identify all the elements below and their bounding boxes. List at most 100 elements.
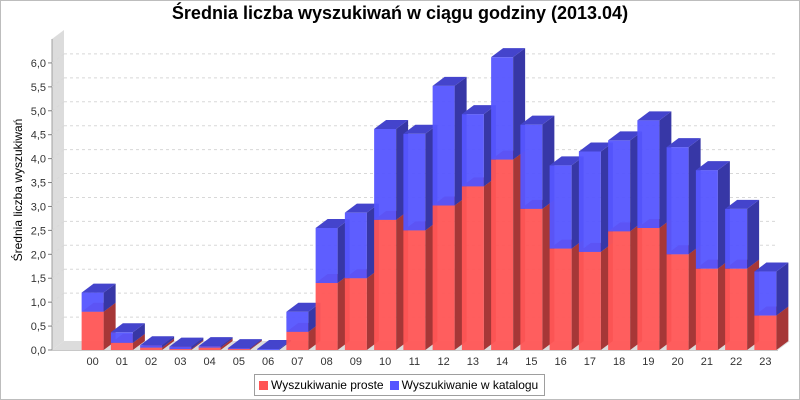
bar-front bbox=[578, 151, 601, 252]
x-tick-label-14: 14 bbox=[496, 356, 508, 368]
bar-top bbox=[432, 76, 467, 86]
bar-top bbox=[286, 302, 321, 312]
bar-18-catalog-search bbox=[608, 131, 643, 232]
bar-04-catalog-search bbox=[198, 337, 233, 348]
bar-side bbox=[162, 338, 175, 350]
y-tick-label: 0,5 bbox=[31, 321, 46, 333]
bar-top bbox=[110, 323, 145, 333]
bar-05-catalog-search bbox=[227, 339, 262, 350]
bar-front bbox=[666, 147, 689, 255]
gridline-side bbox=[51, 173, 65, 183]
bar-front bbox=[140, 347, 163, 350]
bar-19-simple-search bbox=[637, 218, 672, 350]
gridline-side bbox=[51, 220, 65, 231]
bars bbox=[81, 48, 789, 350]
bar-front bbox=[257, 349, 280, 350]
bar-front bbox=[578, 251, 601, 350]
bar-15-catalog-search bbox=[520, 115, 555, 209]
x-tick-label-10: 10 bbox=[379, 356, 391, 368]
bar-13-simple-search bbox=[461, 177, 496, 350]
x-tick-label-04: 04 bbox=[204, 356, 216, 368]
bar-side bbox=[191, 340, 204, 350]
x-tick-label-13: 13 bbox=[467, 356, 479, 368]
bar-top bbox=[725, 199, 760, 209]
bar-front bbox=[725, 268, 748, 350]
bar-front bbox=[374, 219, 397, 350]
bar-front bbox=[695, 268, 718, 350]
bar-20-catalog-search bbox=[666, 138, 701, 255]
bar-side bbox=[103, 283, 116, 312]
bar-front bbox=[140, 345, 163, 348]
bar-top bbox=[666, 138, 701, 148]
bar-17-catalog-search bbox=[578, 142, 613, 252]
bar-front bbox=[637, 120, 660, 228]
bar-front bbox=[198, 347, 221, 350]
bar-side bbox=[191, 337, 204, 350]
bar-front bbox=[461, 186, 484, 350]
bar-09-simple-search bbox=[344, 269, 379, 350]
y-tick-label: 3,5 bbox=[31, 178, 46, 190]
y-tick-label: 4,5 bbox=[31, 130, 46, 142]
bar-02-catalog-search bbox=[140, 336, 175, 348]
x-tick-label-02: 02 bbox=[145, 356, 157, 368]
bar-14-simple-search bbox=[491, 150, 526, 350]
bar-top bbox=[403, 124, 438, 134]
gridline-side bbox=[51, 292, 65, 303]
bar-top bbox=[520, 115, 555, 125]
bar-front bbox=[637, 227, 660, 350]
y-tick-label: 5,0 bbox=[31, 106, 46, 118]
gridline-side bbox=[51, 77, 65, 88]
bar-side bbox=[220, 338, 233, 350]
x-tick-label-23: 23 bbox=[759, 356, 771, 368]
gridline-side bbox=[51, 197, 65, 207]
bar-front bbox=[315, 227, 338, 284]
bar-top bbox=[578, 142, 613, 152]
bar-top bbox=[754, 262, 789, 272]
bar-front bbox=[608, 140, 631, 232]
x-axis-ticks: 00 01 02 03 04 05 06 07 08 09 10 11 12 13 14 15 16 17 18 19… bbox=[87, 356, 772, 368]
bar-front bbox=[81, 311, 104, 350]
bar-front bbox=[110, 342, 133, 350]
x-tick-label-00: 00 bbox=[87, 356, 99, 368]
bar-19-catalog-search bbox=[637, 111, 672, 228]
x-tick-label-20: 20 bbox=[672, 356, 684, 368]
chart-title: Średnia liczba wyszukiwań w ciągu godzin… bbox=[171, 3, 629, 23]
bar-11-catalog-search bbox=[403, 124, 438, 231]
bar-03-catalog-search bbox=[169, 337, 204, 350]
bar-16-simple-search bbox=[549, 239, 584, 350]
x-tick-label-08: 08 bbox=[321, 356, 333, 368]
bar-front bbox=[110, 332, 133, 343]
bar-11-simple-search bbox=[403, 221, 438, 350]
legend-item-catalog-search: Wyszukiwanie w katalogu bbox=[389, 378, 538, 392]
legend-label-simple-search: Wyszukiwanie proste bbox=[271, 378, 384, 392]
bar-front bbox=[491, 57, 514, 160]
gridline-side bbox=[51, 125, 65, 136]
y-tick-label: 3,0 bbox=[31, 201, 46, 213]
bar-top bbox=[374, 119, 409, 129]
bar-front bbox=[169, 346, 192, 350]
bar-front bbox=[227, 349, 250, 350]
bar-12-simple-search bbox=[432, 196, 467, 350]
bar-top bbox=[227, 339, 262, 349]
bar-17-simple-search bbox=[578, 242, 613, 350]
bar-side bbox=[220, 337, 233, 348]
bar-22-catalog-search bbox=[725, 199, 760, 269]
bar-top bbox=[608, 131, 643, 141]
bar-front bbox=[198, 346, 221, 348]
bar-00-catalog-search bbox=[81, 283, 116, 312]
bar-08-simple-search bbox=[315, 274, 350, 350]
gridline-side bbox=[51, 149, 65, 160]
bar-top bbox=[461, 105, 496, 115]
bar-top bbox=[549, 156, 584, 166]
y-tick-label: 0,0 bbox=[31, 345, 46, 357]
gridline-side bbox=[51, 53, 65, 64]
gridline-side bbox=[51, 101, 65, 112]
bar-front bbox=[608, 231, 631, 350]
bar-front bbox=[666, 254, 689, 350]
x-tick-label-21: 21 bbox=[701, 356, 713, 368]
y-tick-label: 1,5 bbox=[31, 273, 46, 285]
bar-front bbox=[520, 124, 543, 209]
left-wall bbox=[52, 30, 64, 350]
bar-front bbox=[549, 165, 572, 249]
